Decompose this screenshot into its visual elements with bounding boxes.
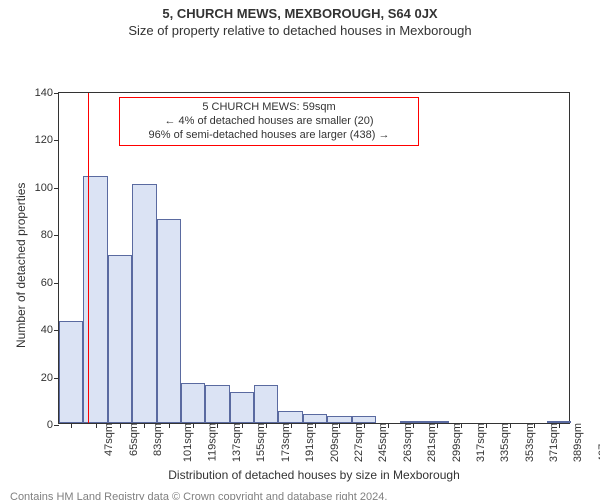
- histogram-bar: [254, 385, 278, 423]
- x-tick-label: 371sqm: [546, 423, 560, 462]
- histogram-bar: [157, 219, 181, 423]
- x-tick-mark: [217, 423, 218, 428]
- x-tick-label: 137sqm: [229, 423, 243, 462]
- super-title: 5, CHURCH MEWS, MEXBOROUGH, S64 0JX: [0, 6, 600, 21]
- x-tick-label: 83sqm: [150, 423, 164, 456]
- x-tick-label: 101sqm: [180, 423, 194, 462]
- y-axis-label: Number of detached properties: [14, 183, 28, 348]
- y-tick-mark: [54, 425, 59, 426]
- x-tick-mark: [413, 423, 414, 428]
- x-tick-mark: [169, 423, 170, 428]
- x-tick-label: 353sqm: [522, 423, 536, 462]
- y-tick-mark: [54, 140, 59, 141]
- annotation-box: 5 CHURCH MEWS: 59sqm← 4% of detached hou…: [119, 97, 419, 146]
- x-tick-mark: [559, 423, 560, 428]
- x-tick-label: 245sqm: [376, 423, 390, 462]
- x-tick-mark: [364, 423, 365, 428]
- x-tick-mark: [120, 423, 121, 428]
- x-tick-mark: [461, 423, 462, 428]
- y-tick-mark: [54, 188, 59, 189]
- x-tick-label: 65sqm: [126, 423, 140, 456]
- chart-title: Size of property relative to detached ho…: [0, 23, 600, 38]
- x-tick-label: 317sqm: [473, 423, 487, 462]
- x-tick-label: 119sqm: [204, 423, 218, 461]
- x-tick-mark: [242, 423, 243, 428]
- annotation-line: 5 CHURCH MEWS: 59sqm: [126, 101, 412, 115]
- x-tick-mark: [193, 423, 194, 428]
- x-tick-label: 191sqm: [302, 423, 316, 462]
- chart-area: 02040608010012014047sqm65sqm83sqm101sqm1…: [0, 38, 600, 484]
- x-tick-mark: [388, 423, 389, 428]
- histogram-bar: [278, 411, 302, 423]
- x-tick-mark: [510, 423, 511, 428]
- x-tick-label: 263sqm: [400, 423, 414, 462]
- annotation-line: ← 4% of detached houses are smaller (20): [126, 115, 412, 129]
- x-tick-label: 47sqm: [101, 423, 115, 456]
- y-tick-mark: [54, 93, 59, 94]
- x-tick-mark: [486, 423, 487, 428]
- x-tick-label: 335sqm: [497, 423, 511, 462]
- histogram-bar: [181, 383, 205, 423]
- x-tick-mark: [71, 423, 72, 428]
- histogram-bar: [327, 416, 351, 423]
- x-tick-mark: [266, 423, 267, 428]
- histogram-bar: [205, 385, 229, 423]
- histogram-bar: [132, 184, 156, 424]
- x-tick-mark: [291, 423, 292, 428]
- plot-region: 02040608010012014047sqm65sqm83sqm101sqm1…: [58, 92, 570, 424]
- histogram-bar: [230, 392, 254, 423]
- histogram-bar: [59, 321, 83, 423]
- subject-marker-line: [88, 93, 89, 423]
- x-tick-label: 389sqm: [571, 423, 585, 462]
- x-axis-label: Distribution of detached houses by size …: [58, 468, 570, 482]
- x-tick-label: 299sqm: [449, 423, 463, 462]
- x-tick-mark: [437, 423, 438, 428]
- histogram-bar: [425, 421, 449, 423]
- x-tick-mark: [144, 423, 145, 428]
- x-tick-mark: [96, 423, 97, 428]
- footer-line: Contains HM Land Registry data © Crown c…: [10, 490, 600, 500]
- histogram-bar: [400, 421, 424, 423]
- histogram-bar: [303, 414, 327, 423]
- footer-credits: Contains HM Land Registry data © Crown c…: [0, 490, 600, 500]
- y-tick-mark: [54, 235, 59, 236]
- histogram-bar: [108, 255, 132, 423]
- x-tick-mark: [315, 423, 316, 428]
- y-tick-mark: [54, 283, 59, 284]
- x-tick-label: 173sqm: [278, 423, 292, 462]
- x-tick-mark: [534, 423, 535, 428]
- x-tick-label: 281sqm: [424, 423, 438, 462]
- x-tick-label: 155sqm: [254, 423, 268, 462]
- histogram-bar: [547, 421, 571, 423]
- x-tick-label: 227sqm: [351, 423, 365, 462]
- x-tick-mark: [339, 423, 340, 428]
- histogram-bar: [352, 416, 376, 423]
- annotation-line: 96% of semi-detached houses are larger (…: [126, 129, 412, 143]
- x-tick-label: 407sqm: [595, 423, 600, 462]
- x-tick-label: 209sqm: [327, 423, 341, 462]
